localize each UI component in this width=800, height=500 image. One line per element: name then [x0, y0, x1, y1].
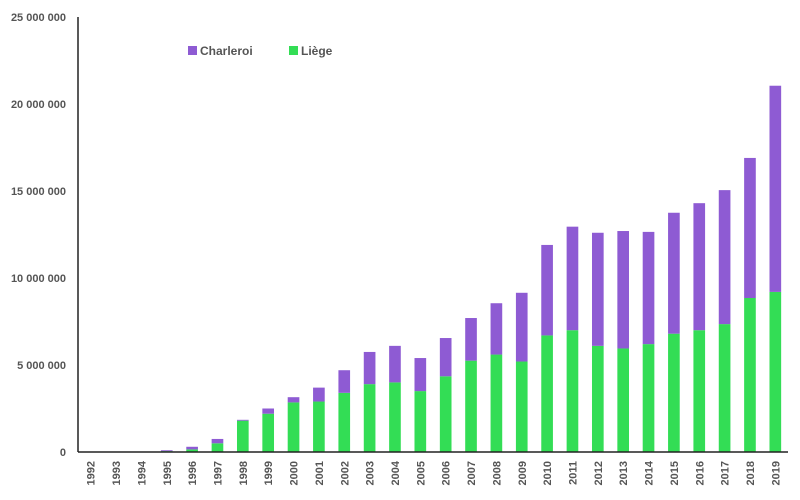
bar-liege-2002 [338, 392, 351, 452]
bar-liege-2016 [693, 330, 706, 452]
bars-layer [160, 85, 782, 452]
bar-charleroi-1995 [160, 450, 173, 452]
bar-liege-2009 [515, 361, 528, 452]
bar-charleroi-2002 [338, 370, 351, 393]
x-tick-label: 2001 [314, 461, 326, 485]
y-tick-label: 0 [60, 447, 66, 459]
x-tick-label: 2007 [466, 461, 478, 485]
legend-liege-swatch [289, 46, 298, 55]
x-tick-label: 1993 [111, 461, 123, 485]
bar-charleroi-1997 [211, 438, 224, 444]
bar-charleroi-2006 [439, 338, 452, 377]
legend-liege-label: Liège [301, 44, 333, 58]
bar-liege-2014 [642, 344, 655, 452]
bar-charleroi-2007 [465, 318, 477, 361]
x-tick-label: 2017 [720, 461, 732, 485]
bar-charleroi-1996 [186, 446, 198, 450]
x-tick-label: 2004 [390, 460, 402, 485]
x-tick-label: 1996 [187, 461, 199, 485]
x-axis-ticks: 1992 1993 1994 1995 1996 1997 1998 1999 2000 2001… [86, 460, 783, 485]
bar-liege-1997 [211, 443, 224, 452]
bar-charleroi-2013 [617, 231, 630, 349]
x-tick-label: 2005 [415, 461, 427, 485]
y-tick-label: 10 000 000 [11, 273, 66, 285]
bar-charleroi-2000 [287, 397, 300, 403]
x-tick-label: 2019 [770, 461, 782, 485]
x-tick-label: 2009 [517, 461, 529, 485]
bar-charleroi-1999 [262, 408, 275, 414]
x-tick-label: 2006 [441, 461, 453, 485]
x-tick-label: 1997 [212, 461, 224, 485]
x-tick-label: 1998 [238, 461, 250, 485]
axes-layer [77, 17, 788, 453]
x-tick-label: 2011 [567, 461, 579, 485]
x-tick-label: 1995 [162, 461, 174, 485]
bar-charleroi-2003 [363, 351, 376, 385]
legend-charleroi-swatch [188, 46, 197, 55]
bar-liege-2006 [439, 376, 452, 452]
bar-charleroi-2001 [313, 387, 325, 402]
bar-liege-2013 [617, 348, 630, 452]
bar-charleroi-2012 [591, 232, 604, 346]
bar-liege-2004 [389, 382, 401, 452]
x-tick-label: 2013 [618, 461, 630, 485]
y-tick-label: 20 000 000 [11, 99, 66, 111]
bar-liege-2007 [465, 360, 477, 452]
bar-liege-2017 [718, 324, 731, 452]
bar-liege-2005 [414, 391, 427, 452]
legend-charleroi-label: Charleroi [200, 44, 253, 58]
bar-charleroi-2016 [693, 203, 706, 331]
bar-charleroi-2018 [744, 157, 756, 299]
bar-charleroi-1998 [236, 419, 249, 421]
bar-charleroi-2014 [642, 231, 655, 345]
bar-liege-1999 [262, 413, 275, 452]
bar-charleroi-2009 [515, 292, 528, 362]
bar-liege-1996 [186, 449, 198, 452]
bar-charleroi-2005 [414, 358, 427, 392]
bar-liege-2003 [363, 384, 376, 452]
y-tick-label: 5 000 000 [17, 360, 66, 372]
x-tick-label: 2010 [542, 461, 554, 485]
x-tick-label: 2008 [491, 461, 503, 485]
bar-charleroi-2011 [566, 226, 579, 331]
bar-charleroi-2010 [541, 244, 553, 336]
bar-liege-2012 [591, 345, 604, 452]
bar-charleroi-2004 [389, 345, 401, 383]
bar-charleroi-2017 [718, 190, 731, 325]
x-tick-label: 1994 [136, 460, 148, 485]
x-tick-label: 2000 [289, 461, 301, 485]
bar-liege-2019 [769, 291, 782, 452]
x-tick-label: 2018 [745, 461, 757, 485]
y-axis-ticks: 0 5 000 000 10 000 000 15 000 000 20 000 000… [11, 12, 66, 459]
x-tick-label: 2003 [365, 461, 377, 485]
y-tick-label: 15 000 000 [11, 186, 66, 198]
bar-charleroi-2015 [668, 212, 680, 334]
x-tick-label: 1992 [86, 461, 98, 485]
bar-liege-2010 [541, 335, 553, 452]
bar-liege-2008 [490, 354, 503, 452]
x-tick-label: 2012 [593, 461, 605, 485]
bar-liege-2001 [313, 401, 325, 452]
legend: Charleroi Liège [188, 44, 333, 58]
bar-liege-2011 [566, 330, 579, 452]
x-tick-label: 2015 [669, 461, 681, 485]
x-tick-label: 2016 [694, 461, 706, 485]
x-tick-label: 1999 [263, 461, 275, 485]
x-tick-label: 2014 [644, 460, 656, 485]
bar-charleroi-2008 [490, 303, 503, 355]
bar-charleroi-2019 [769, 85, 782, 292]
bar-liege-2018 [744, 298, 756, 452]
y-tick-label: 25 000 000 [11, 12, 66, 24]
bar-liege-1998 [236, 420, 249, 452]
bar-liege-2000 [287, 402, 300, 452]
x-tick-label: 2002 [339, 461, 351, 485]
bar-liege-2015 [668, 333, 680, 452]
